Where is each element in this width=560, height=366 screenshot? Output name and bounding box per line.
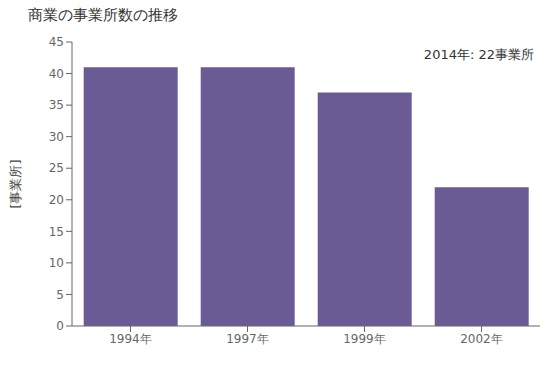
svg-text:40: 40 xyxy=(49,67,64,81)
svg-text:1999年: 1999年 xyxy=(343,332,386,346)
svg-text:1994年: 1994年 xyxy=(109,332,152,346)
svg-text:5: 5 xyxy=(56,288,64,302)
svg-text:20: 20 xyxy=(49,193,64,207)
svg-text:45: 45 xyxy=(49,35,64,49)
svg-text:[事業所]: [事業所] xyxy=(8,159,23,208)
svg-text:2002年: 2002年 xyxy=(460,332,503,346)
svg-text:10: 10 xyxy=(49,256,64,270)
svg-text:15: 15 xyxy=(49,225,64,239)
svg-text:35: 35 xyxy=(49,98,64,112)
svg-text:0: 0 xyxy=(56,319,64,333)
html-text:商業の事業所数の推移: 商業の事業所数の推移 xyxy=(28,6,178,24)
html-text:2014年: 22事業所: 2014年: 22事業所 xyxy=(423,47,534,62)
svg-text:30: 30 xyxy=(49,130,64,144)
svg-text:1997年: 1997年 xyxy=(226,332,269,346)
svg-text:25: 25 xyxy=(49,161,64,175)
